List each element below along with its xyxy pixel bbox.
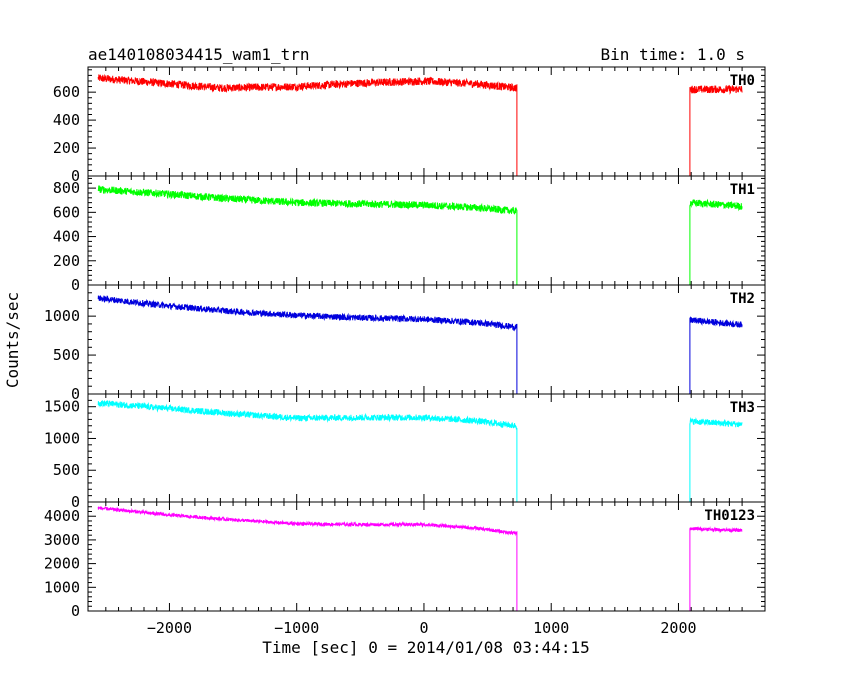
y-tick-label: 200 [53, 139, 80, 157]
series-line-th2 [97, 295, 743, 395]
y-tick-label: 2000 [44, 555, 80, 573]
panel-label: TH0123 [704, 508, 755, 524]
x-tick-label: 2000 [660, 619, 696, 637]
x-tick-label: 1000 [533, 619, 569, 637]
y-axis-title: Counts/sec [3, 292, 22, 388]
panel-frame [87, 393, 766, 503]
panel-th2: 0 500 1000 TH2 [44, 284, 766, 403]
panel-label: TH0 [730, 73, 755, 89]
y-tick-label: 400 [53, 111, 80, 129]
x-tick-label: 0 [419, 619, 428, 637]
panel-frame [87, 175, 766, 286]
panels-group: 0 200 400 600 TH0 0 200 400 600 800 TH1 0 500 1000 TH2… [44, 66, 766, 637]
series-line-th3 [97, 400, 743, 503]
y-tick-label: 0 [71, 493, 80, 511]
y-tick-label: 1000 [44, 578, 80, 596]
panel-th0: 0 200 400 600 TH0 [53, 66, 766, 185]
panel-label: TH1 [730, 182, 755, 198]
y-tick-label: 0 [71, 276, 80, 294]
y-tick-label: 800 [53, 179, 80, 197]
y-tick-label: 0 [71, 385, 80, 403]
panel-th1: 0 200 400 600 800 TH1 [53, 175, 766, 294]
panel-frame [87, 501, 766, 612]
y-tick-label: 600 [53, 203, 80, 221]
series-line-th0 [97, 74, 743, 177]
bin-time-label: Bin time: 1.0 s [601, 45, 746, 64]
y-tick-label: 500 [53, 461, 80, 479]
chart-title: ae140108034415_wam1_trn [88, 45, 310, 64]
series-line-th0123 [97, 506, 743, 612]
x-tick-label: −2000 [147, 619, 192, 637]
y-tick-label: 400 [53, 228, 80, 246]
y-tick-label: 0 [71, 167, 80, 185]
panel-label: TH2 [730, 291, 755, 307]
x-tick-label: −1000 [274, 619, 319, 637]
y-tick-label: 3000 [44, 531, 80, 549]
panel-th0123: 0 1000 2000 3000 4000 TH0123 [44, 501, 766, 620]
y-tick-label: 4000 [44, 507, 80, 525]
y-tick-label: 1500 [44, 398, 80, 416]
panel-label: TH3 [730, 400, 755, 416]
y-tick-label: 1000 [44, 307, 80, 325]
y-tick-label: 500 [53, 346, 80, 364]
y-tick-label: 200 [53, 252, 80, 270]
y-tick-label: 1000 [44, 429, 80, 447]
panel-th3: 0 500 1000 1500 TH3 [44, 393, 766, 511]
y-tick-label: 600 [53, 83, 80, 101]
panel-frame [87, 284, 766, 395]
x-axis-title: Time [sec] 0 = 2014/01/08 03:44:15 [262, 638, 590, 657]
series-line-th1 [97, 184, 743, 286]
y-tick-label: 0 [71, 602, 80, 620]
